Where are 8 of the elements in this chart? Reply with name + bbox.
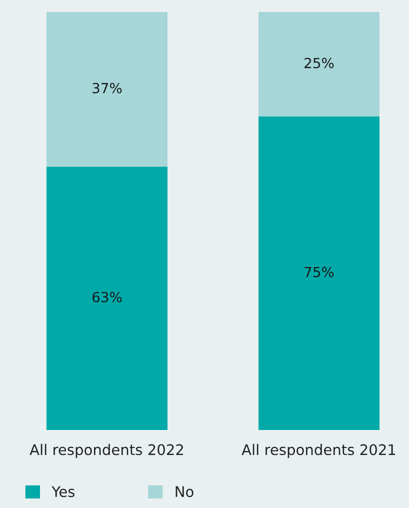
data-label: 25% <box>304 58 334 68</box>
legend-label: Yes <box>52 486 74 498</box>
data-label: 63% <box>92 292 122 302</box>
data-label: 75% <box>304 266 334 278</box>
x-tick-label: All respondents 2021 <box>242 444 396 458</box>
data-label: 37% <box>92 82 122 94</box>
x-tick-label: All respondents 2022 <box>30 444 183 458</box>
legend-label: No <box>176 486 194 498</box>
